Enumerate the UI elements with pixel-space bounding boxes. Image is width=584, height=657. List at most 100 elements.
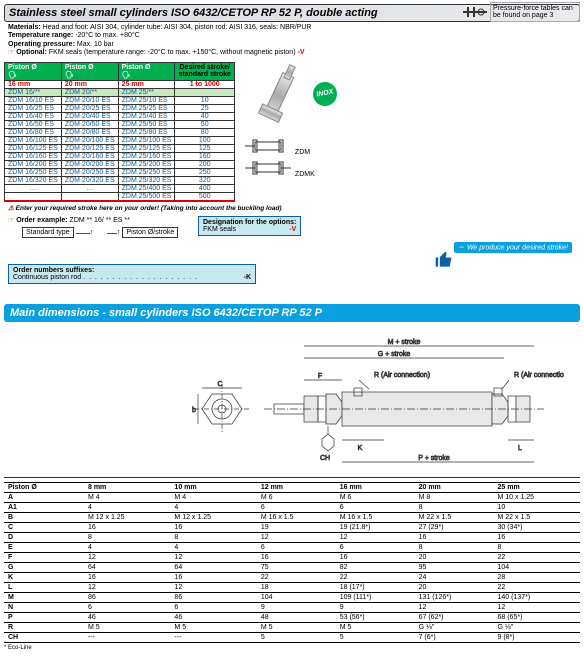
dim-value: 9 (8*) xyxy=(494,632,581,642)
dim-value: 12 xyxy=(415,602,494,612)
suffix-item: Continuous piston rod xyxy=(13,274,81,281)
dim-value: 86 xyxy=(170,592,256,602)
piston-header: Piston Ø🗣 xyxy=(61,62,118,80)
opt-suffix: -V xyxy=(297,49,304,56)
part-number: ZDM 20/250 ES xyxy=(61,168,118,176)
part-number: ZDM 16/25 ES xyxy=(5,104,62,112)
dim-col: 10 mm xyxy=(170,482,256,492)
dim-value: 4 xyxy=(84,502,170,512)
dim-row-label: N xyxy=(4,602,84,612)
part-number: ZDM 20/40 ES xyxy=(61,112,118,120)
dim-value: 4 xyxy=(84,542,170,552)
part-number: ZDM 20/10 ES xyxy=(61,96,118,104)
order-example-code: ZDM ** 16/ ** ES ** xyxy=(70,217,130,224)
part-number: ZDM 20/125 ES xyxy=(61,144,118,152)
zdmk-schematic-icon xyxy=(243,160,293,176)
dim-row-label: R xyxy=(4,622,84,632)
zdmk-icon-row: ZDMK xyxy=(243,160,333,178)
svg-text:R (Air connection): R (Air connection) xyxy=(514,372,564,379)
part-number: ZDM 25/200 ES xyxy=(118,160,175,168)
press-text: Max. 10 bar xyxy=(77,41,114,48)
svg-text:G + stroke: G + stroke xyxy=(378,351,411,358)
dim-value: 64 xyxy=(84,562,170,572)
dim-value: M 4 xyxy=(170,492,256,502)
dim-value: --- xyxy=(170,632,256,642)
stroke-value: 200 xyxy=(175,160,235,168)
dim-value: 140 (137*) xyxy=(494,592,581,602)
dim-header: Main dimensions - small cylinders ISO 64… xyxy=(4,304,580,322)
dim-value: M 8 xyxy=(415,492,494,502)
dim-value: 8 xyxy=(170,532,256,542)
dim-value: M 10 x 1.25 xyxy=(494,492,581,502)
part-number: ZDM 16/320 ES xyxy=(5,176,62,184)
dim-value: 4 xyxy=(170,542,256,552)
part-number: ZDM 16/200 ES xyxy=(5,160,62,168)
dim-row-label: K xyxy=(4,572,84,582)
section-title: Stainless steel small cylinders ISO 6432… xyxy=(9,7,378,19)
dim-col: 25 mm xyxy=(494,482,581,492)
stroke-header: Desired stroke/standard stroke xyxy=(175,62,235,80)
svg-text:K: K xyxy=(358,445,363,452)
materials-label: Materials: xyxy=(8,24,41,31)
dim-value: M 16 x 1.5 xyxy=(336,512,415,522)
dim-value: M 22 x 1.5 xyxy=(494,512,581,522)
dim-value: 109 (111*) xyxy=(336,592,415,602)
dim-value: M 16 x 1.5 xyxy=(257,512,336,522)
dim-row-label: P xyxy=(4,612,84,622)
dimensions-table: Piston Ø8 mm10 mm12 mm16 mm20 mm25 mmAM … xyxy=(4,482,580,643)
dim-value: 16 xyxy=(84,572,170,582)
dim-value: 95 xyxy=(415,562,494,572)
part-number: ZDM 25/250 ES xyxy=(118,168,175,176)
zdm-label: ZDM xyxy=(295,149,310,156)
dim-value: 10 xyxy=(494,502,581,512)
dim-value: 46 xyxy=(170,612,256,622)
dim-value: 68 (65*) xyxy=(494,612,581,622)
dim-value: 82 xyxy=(336,562,415,572)
dim-value: 6 xyxy=(84,602,170,612)
col-size: 16 mm xyxy=(5,80,62,88)
dim-value: M 6 xyxy=(336,492,415,502)
col-size: 25 mm xyxy=(118,80,175,88)
stroke-value: 10 xyxy=(175,96,235,104)
dim-value: 19 (21.8*) xyxy=(336,522,415,532)
opt-text: FKM seals (temperature range: -20°C to m… xyxy=(49,49,296,56)
dim-value: M 22 x 1.5 xyxy=(415,512,494,522)
dim-value: 5 xyxy=(257,632,336,642)
dim-value: 20 xyxy=(415,552,494,562)
part-number: ZDM 25/400 ES xyxy=(118,184,175,192)
dim-value: 8 xyxy=(415,502,494,512)
part-number: ZDM 25/100 ES xyxy=(118,136,175,144)
stroke-value: 50 xyxy=(175,120,235,128)
dim-value: G ⅛" xyxy=(494,622,581,632)
dim-row-label: F xyxy=(4,552,84,562)
svg-text:b: b xyxy=(192,407,196,414)
std-type-box: Standard type xyxy=(22,227,74,238)
dim-value: 75 xyxy=(257,562,336,572)
dim-value: 16 xyxy=(84,522,170,532)
stroke-value: 250 xyxy=(175,168,235,176)
dim-value: 12 xyxy=(170,552,256,562)
ellipsis-cell: … xyxy=(5,184,62,192)
dim-value: --- xyxy=(84,632,170,642)
svg-text:C: C xyxy=(217,381,222,388)
part-number: ZDM 20/320 ES xyxy=(61,176,118,184)
svg-text:P + stroke: P + stroke xyxy=(418,455,450,462)
part-number: ZDM 20/25 ES xyxy=(61,104,118,112)
dim-col: 8 mm xyxy=(84,482,170,492)
dim-row-label: G xyxy=(4,562,84,572)
dim-value: 12 xyxy=(257,532,336,542)
stroke-value: 100 xyxy=(175,136,235,144)
dim-value: 5 xyxy=(336,632,415,642)
opt-title: Designation for the options: xyxy=(203,219,296,226)
svg-text:M + stroke: M + stroke xyxy=(388,339,421,346)
dim-row-label: B xyxy=(4,512,84,522)
stroke-value: 400 xyxy=(175,184,235,192)
dim-value: 46 xyxy=(84,612,170,622)
dim-value: M 5 xyxy=(336,622,415,632)
cylinder-photo: INOX xyxy=(243,62,333,134)
dim-value: 104 xyxy=(494,562,581,572)
ellipsis-cell: … xyxy=(61,184,118,192)
part-number: ZDM 16/40 ES xyxy=(5,112,62,120)
dim-value: M 4 xyxy=(84,492,170,502)
suffix-code: -K xyxy=(244,274,251,281)
